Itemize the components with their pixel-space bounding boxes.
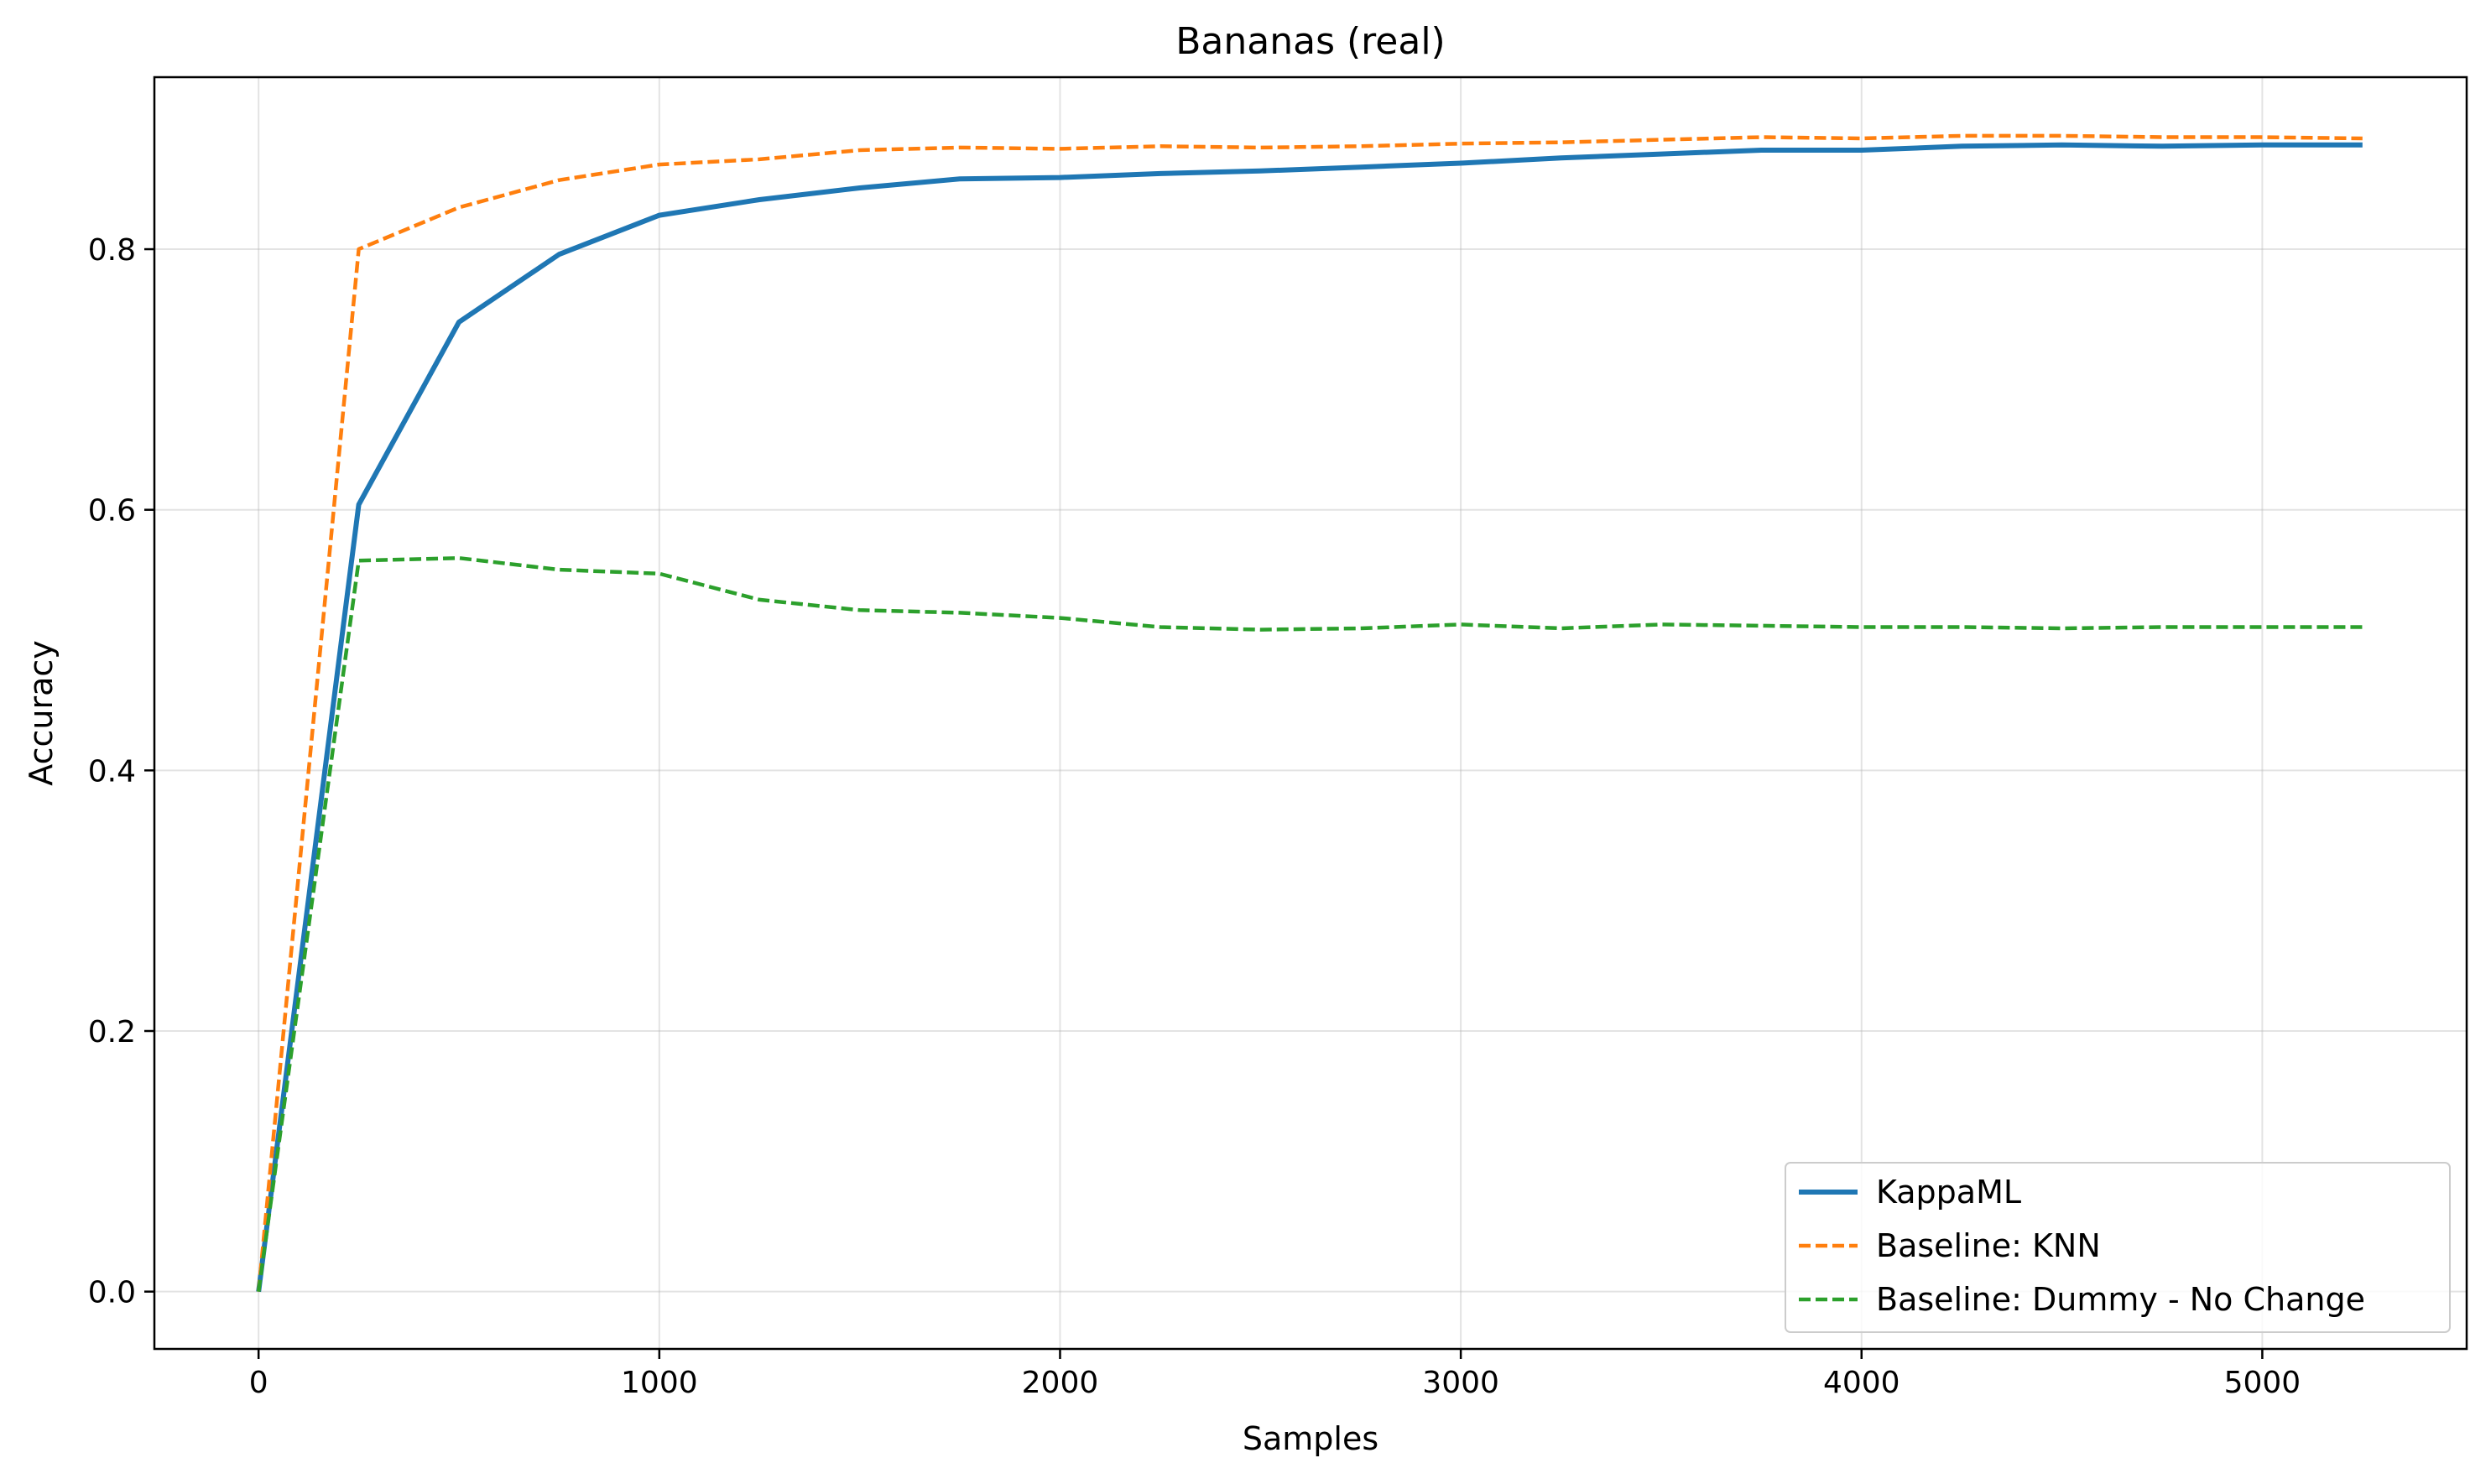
y-tick-label-2: 0.4 <box>88 754 136 789</box>
x-tick-label-1: 1000 <box>621 1366 698 1400</box>
x-tick-label-5: 5000 <box>2224 1366 2301 1400</box>
y-tick-label-1: 0.2 <box>88 1015 136 1049</box>
x-tick-label-0: 0 <box>249 1366 268 1400</box>
x-axis: 0 1000 2000 3000 4000 5000 <box>249 1349 2301 1400</box>
chart-title: Bananas (real) <box>1175 20 1445 63</box>
y-tick-label-0: 0.0 <box>88 1276 136 1310</box>
legend-label-1: Baseline: KNN <box>1876 1227 2101 1264</box>
legend-box <box>1785 1162 2451 1333</box>
y-tick-label-3: 0.6 <box>88 494 136 529</box>
y-axis: 0.0 0.2 0.4 0.6 0.8 <box>88 233 154 1310</box>
x-tick-label-2: 2000 <box>1022 1366 1099 1400</box>
series-line-kappaml <box>256 142 2363 1293</box>
x-axis-label: Samples <box>1243 1420 1378 1457</box>
series-layer <box>256 133 2363 1293</box>
legend-label-0: KappaML <box>1876 1174 2021 1211</box>
plot-frame <box>153 76 2468 1351</box>
legend-label-2: Baseline: Dummy - No Change <box>1876 1281 2365 1318</box>
y-tick-label-4: 0.8 <box>88 233 136 268</box>
legend: KappaML Baseline: KNN Baseline: Dummy - No… <box>1785 1162 2451 1333</box>
series-line-baseline-dummy-no-change <box>256 555 2363 1293</box>
grid <box>154 77 2467 1349</box>
x-tick-label-3: 3000 <box>1422 1366 1499 1400</box>
y-axis-label: Accuracy <box>23 640 60 786</box>
x-tick-label-4: 4000 <box>1823 1366 1900 1400</box>
series-line-baseline-knn <box>256 133 2363 1292</box>
